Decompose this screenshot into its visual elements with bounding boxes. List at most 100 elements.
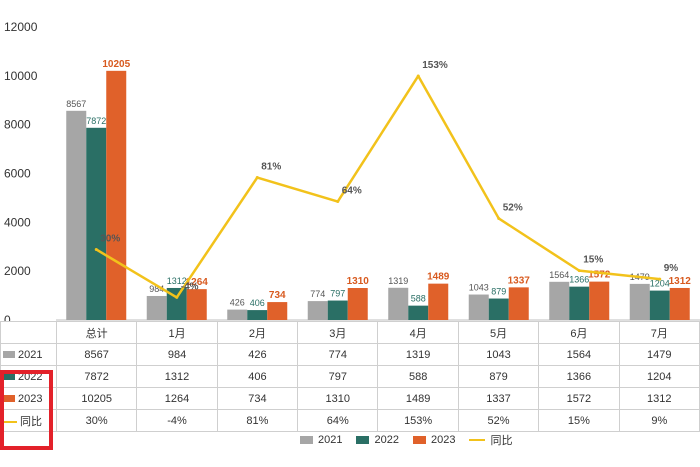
bar-2023 — [508, 287, 529, 320]
yoy-label: 52% — [503, 202, 523, 213]
bar-value-label: 1572 — [588, 270, 611, 281]
legend-label: 2021 — [318, 434, 343, 446]
table-cell: 9% — [618, 409, 700, 432]
table-cell: 153% — [377, 409, 459, 432]
yoy-point — [94, 247, 98, 251]
yoy-label: 153% — [422, 60, 448, 71]
bar-value-label: 10205 — [102, 59, 130, 70]
table-cell: 984 — [136, 343, 218, 366]
series-swatch — [3, 373, 15, 381]
yoy-point — [497, 216, 501, 220]
table-header-row: 总计 1月 2月 3月 4月 5月 6月 7月 — [0, 321, 700, 344]
bar-2022 — [649, 290, 670, 320]
series-swatch — [3, 351, 15, 359]
bar-value-label: 774 — [310, 289, 325, 299]
table-cell: 1572 — [538, 387, 620, 410]
chart-plot: 0 2000 4000 6000 8000 10000 12000 8567 984 426 774… — [4, 20, 700, 322]
legend-item: 同比 — [469, 432, 512, 448]
bar-2022 — [408, 305, 429, 320]
bar-2022 — [327, 300, 348, 320]
bar-value-label: 1043 — [469, 283, 489, 293]
bar-value-label: 7872 — [86, 116, 106, 126]
legend-label: 同比 — [490, 435, 513, 447]
category-label: 6月 — [538, 321, 620, 344]
table-cell: 1564 — [538, 343, 620, 366]
legend-item: 2021 — [300, 434, 342, 446]
table-corner — [0, 321, 57, 344]
bar-value-label: 1319 — [388, 276, 408, 286]
category-label: 7月 — [618, 321, 700, 344]
yoy-point — [416, 74, 420, 78]
category-label: 2月 — [216, 321, 299, 344]
legend-line-swatch — [469, 439, 486, 441]
bar-value-label: 1204 — [650, 279, 670, 289]
y-tick-label: 4000 — [4, 215, 31, 229]
bar-2021 — [307, 301, 328, 320]
y-tick-label: 12000 — [4, 20, 38, 34]
bar-2021 — [66, 110, 87, 320]
table-cell: -4% — [136, 409, 218, 432]
category-label: 4月 — [377, 321, 459, 344]
row-label: 2023 — [18, 392, 43, 405]
y-tick-label: 2000 — [4, 264, 31, 278]
bar-value-label: 426 — [230, 298, 245, 308]
table-cell: 1479 — [618, 343, 700, 366]
yoy-point — [577, 269, 581, 273]
yoy-label: 15% — [583, 255, 603, 266]
table-cell: 1366 — [538, 365, 620, 388]
bar-2021 — [388, 287, 409, 320]
bar-2021 — [549, 281, 570, 320]
row-header: 2021 — [0, 343, 57, 366]
bar-2023 — [589, 281, 610, 320]
bar-2023 — [186, 289, 207, 320]
bar-value-label: 734 — [269, 290, 286, 301]
bar-2022 — [569, 286, 590, 320]
bar-value-label: 1310 — [347, 276, 370, 287]
bar-value-label: 1564 — [549, 270, 569, 280]
bar-value-label: 8567 — [66, 99, 86, 109]
table-cell: 7872 — [55, 365, 138, 388]
table-cell: 52% — [457, 409, 540, 432]
bar-value-label: 1312 — [669, 276, 692, 287]
table-row: 2021 8567 984 426 774 1319 1043 1564 1479 — [0, 343, 700, 366]
table-cell: 30% — [55, 409, 138, 432]
table-cell: 81% — [216, 409, 299, 432]
bar-2023 — [669, 287, 690, 320]
y-tick-label: 6000 — [4, 167, 31, 181]
table-cell: 1310 — [297, 387, 379, 410]
table-cell: 8567 — [55, 343, 138, 366]
data-table: 总计 1月 2月 3月 4月 5月 6月 7月 2021 8567 984 426 774 1319 104… — [0, 321, 700, 432]
row-label: 同比 — [20, 415, 42, 428]
table-cell: 1043 — [457, 343, 540, 366]
yoy-point — [658, 277, 662, 281]
table-cell: 10205 — [55, 387, 138, 410]
legend-label: 2023 — [430, 434, 456, 446]
bar-2022 — [488, 298, 509, 320]
bar-value-label: 797 — [330, 289, 345, 299]
table-cell: 797 — [297, 365, 379, 388]
bar-value-label: 1312 — [167, 276, 187, 286]
table-cell: 1312 — [136, 365, 218, 388]
table-cell: 879 — [457, 365, 540, 388]
bar-2021 — [227, 309, 248, 320]
yoy-label: 64% — [342, 186, 362, 197]
yoy-point — [255, 176, 259, 180]
highlight-box — [0, 370, 53, 450]
legend-item: 2023 — [412, 434, 456, 446]
table-row: 同比 30% -4% 81% 64% 153% 52% 15% 9% — [0, 409, 700, 432]
table-cell: 15% — [538, 409, 620, 432]
legend-swatch — [300, 436, 313, 444]
y-tick-label: 10000 — [4, 69, 38, 83]
table-cell: 406 — [216, 365, 299, 388]
bar-2023 — [106, 70, 127, 321]
table-cell: 1337 — [457, 387, 540, 410]
table-cell: 1489 — [377, 387, 459, 410]
table-cell: 1319 — [377, 343, 459, 366]
table-row: 2023 10205 1264 734 1310 1489 1337 1572 1312 — [0, 387, 700, 410]
bar-2021 — [468, 294, 489, 320]
bar-value-label: 1337 — [508, 275, 531, 286]
yoy-label: 81% — [261, 162, 281, 173]
bar-value-label: 1366 — [569, 275, 589, 285]
bar-2022 — [86, 127, 107, 321]
table-cell: 734 — [216, 387, 299, 410]
